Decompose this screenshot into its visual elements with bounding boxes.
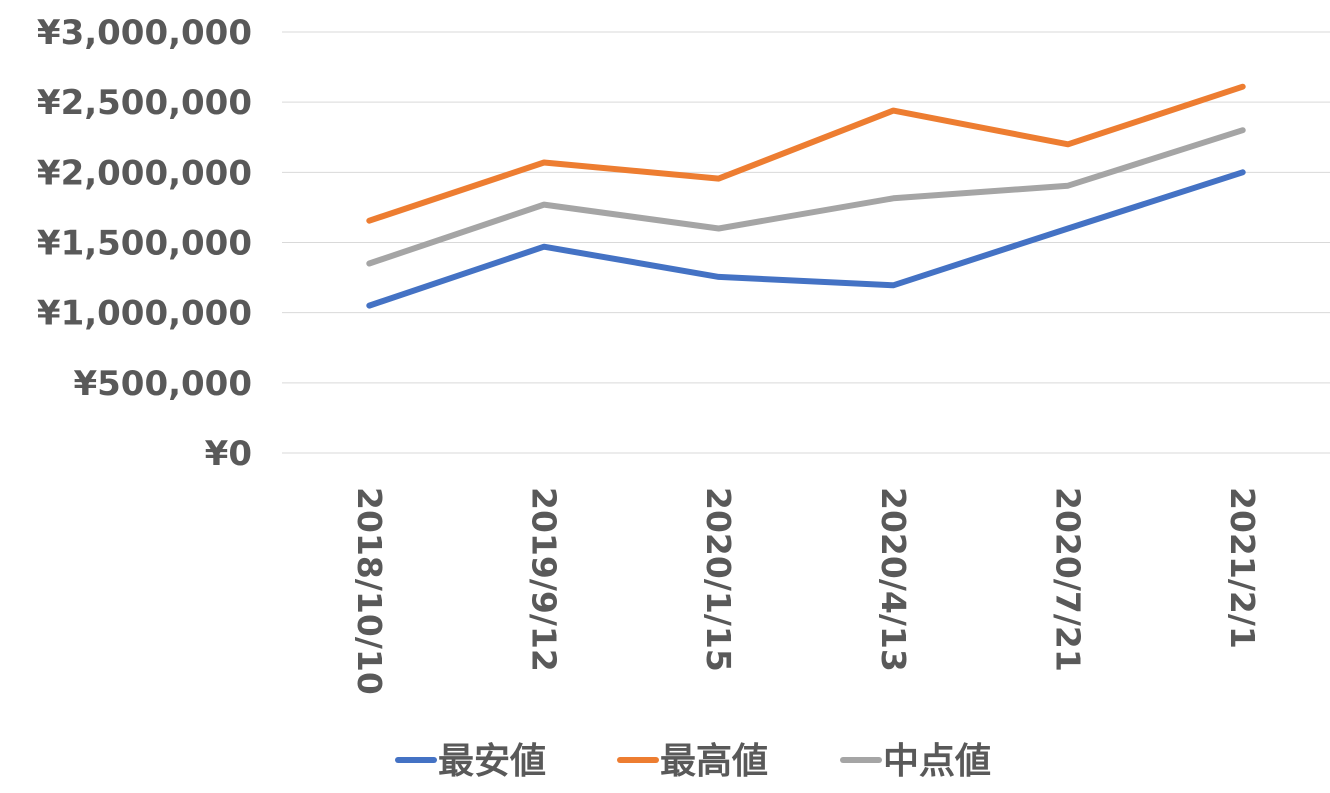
x-tick-label: 2020/4/13 (874, 487, 913, 672)
y-axis: ¥0 ¥500,000 ¥1,000,000 ¥1,500,000 ¥2,000,000… (37, 13, 252, 474)
y-tick-label: ¥3,000,000 (37, 13, 252, 53)
legend-label: 中点値 (883, 741, 991, 782)
y-tick-label: ¥1,000,000 (37, 294, 252, 334)
y-tick-label: ¥500,000 (73, 364, 252, 404)
legend: 最安値 最高値 中点値 (395, 741, 991, 782)
y-tick-label: ¥2,000,000 (37, 153, 252, 193)
x-tick-label: 2018/10/10 (350, 487, 389, 695)
series-line-1 (366, 169, 1246, 309)
legend-label: 最安値 (438, 741, 546, 782)
legend-label: 最高値 (660, 741, 768, 782)
x-tick-label: 2020/1/15 (699, 487, 738, 672)
x-tick-label: 2020/7/21 (1049, 487, 1088, 672)
gridlines (282, 31, 1330, 454)
x-tick-label: 2021/2/1 (1223, 487, 1262, 649)
x-axis: 2018/10/10 2019/9/12 2020/1/15 2020/4/13 202… (350, 487, 1262, 695)
y-tick-label: ¥0 (205, 434, 252, 474)
series-lines (366, 83, 1246, 309)
series-line-3 (366, 127, 1246, 267)
series-line-2 (366, 83, 1246, 224)
y-tick-label: ¥2,500,000 (37, 83, 252, 123)
x-tick-label: 2019/9/12 (525, 487, 564, 672)
y-tick-label: ¥1,500,000 (37, 224, 252, 264)
